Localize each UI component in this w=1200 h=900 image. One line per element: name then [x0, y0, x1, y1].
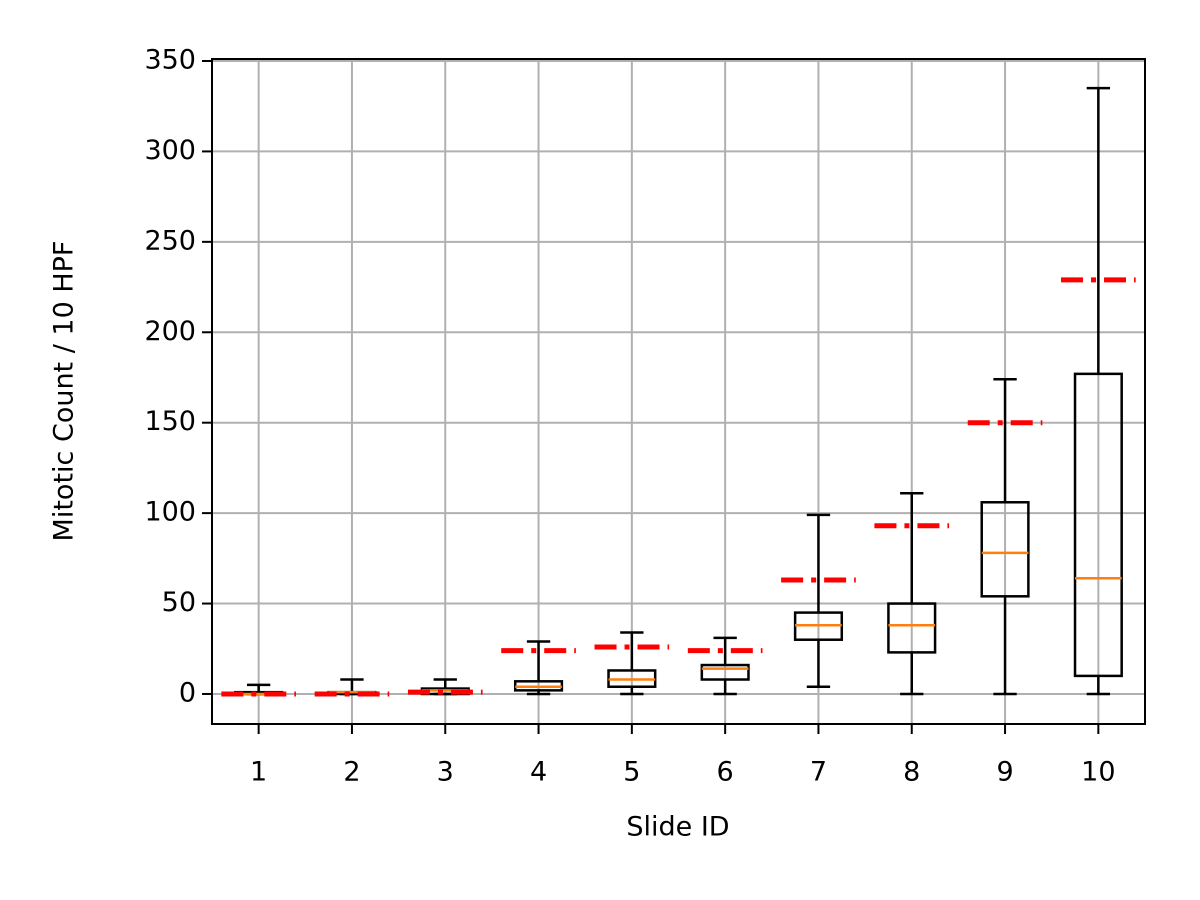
- x-tick-label: 3: [437, 757, 454, 788]
- y-tick-label: 0: [179, 677, 196, 708]
- box: [887, 602, 937, 654]
- x-axis-label: Slide ID: [626, 812, 729, 843]
- plot-frame: [211, 58, 1146, 725]
- y-tick-label: 100: [144, 497, 196, 528]
- y-tick-label: 350: [144, 44, 196, 75]
- x-tick-label: 7: [810, 757, 827, 788]
- x-tick-label: 8: [903, 757, 920, 788]
- y-tick-label: 200: [144, 316, 196, 347]
- y-tick-label: 250: [144, 225, 196, 256]
- x-tick-label: 2: [343, 757, 360, 788]
- y-tick-label: 300: [144, 135, 196, 166]
- y-tick-label: 150: [144, 406, 196, 437]
- box: [980, 501, 1030, 598]
- x-tick-label: 6: [717, 757, 734, 788]
- x-tick-label: 1: [250, 757, 267, 788]
- x-tick-label: 4: [530, 757, 547, 788]
- box: [700, 663, 750, 681]
- x-tick-label: 10: [1081, 757, 1115, 788]
- box: [1073, 372, 1123, 678]
- y-axis-label: Mitotic Count / 10 HPF: [49, 241, 80, 542]
- y-tick-label: 50: [162, 587, 196, 618]
- x-tick-label: 9: [996, 757, 1013, 788]
- x-tick-label: 5: [623, 757, 640, 788]
